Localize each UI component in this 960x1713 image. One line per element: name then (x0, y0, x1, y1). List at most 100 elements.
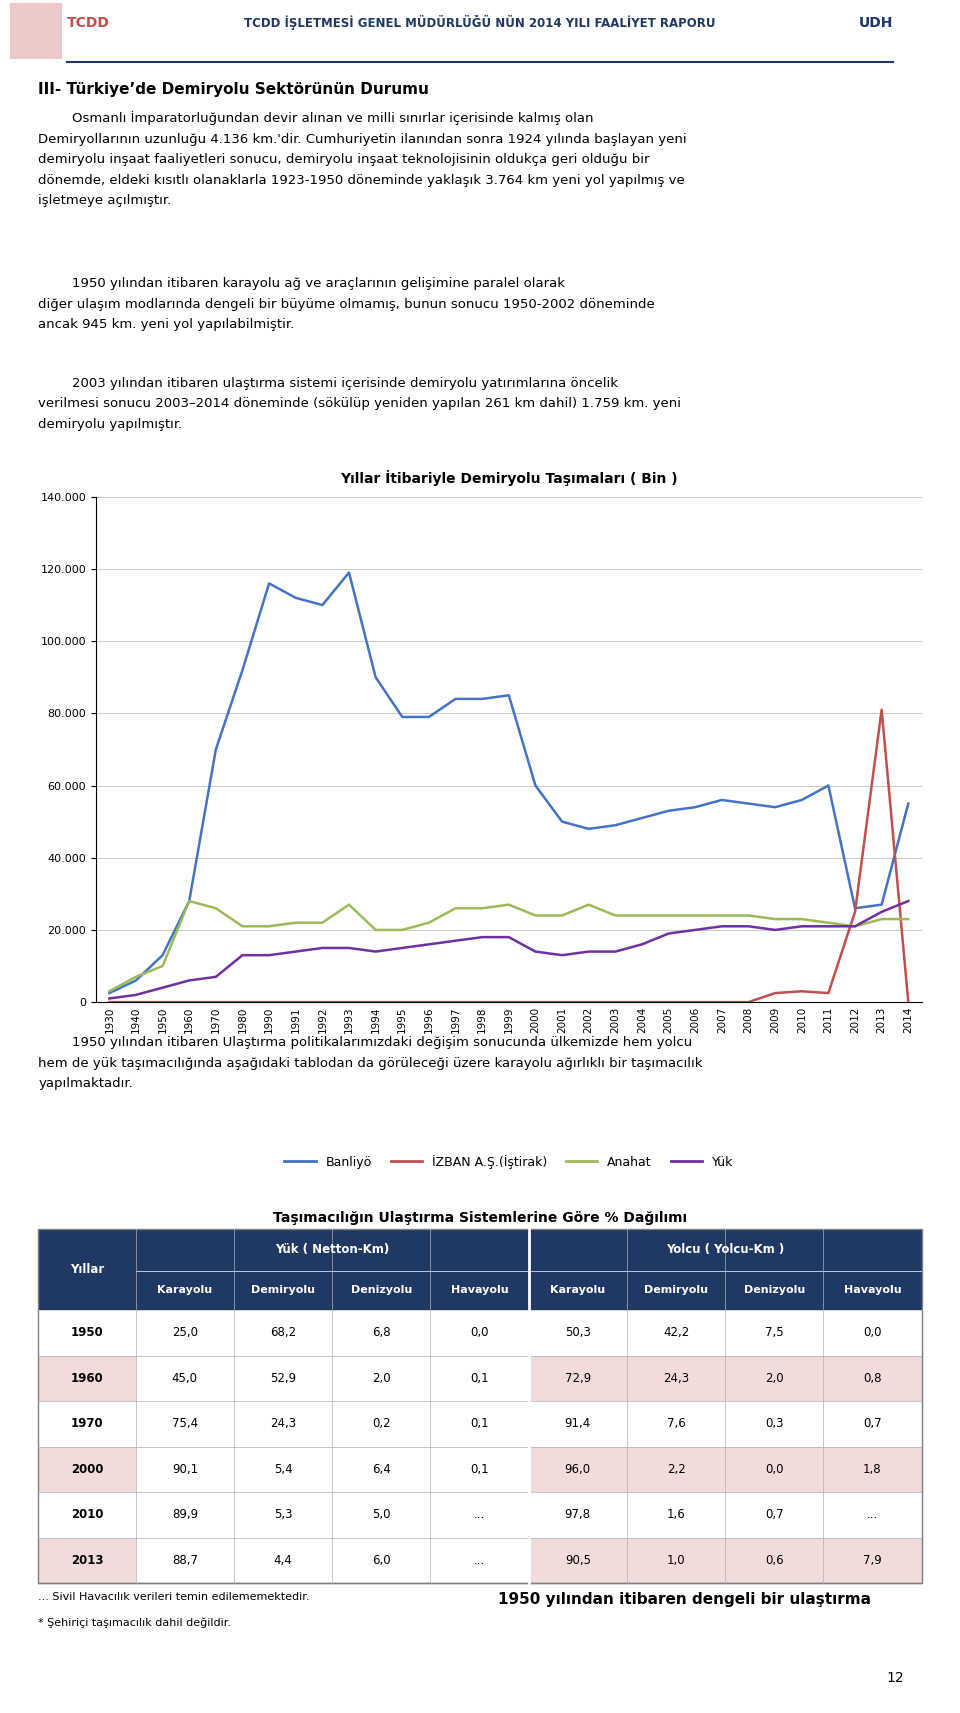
Bar (430, 1492, 529, 1538)
Text: 5,4: 5,4 (274, 1463, 293, 1477)
Text: 0,0: 0,0 (863, 1326, 881, 1340)
Bar (627, 1446, 725, 1492)
Text: 7,5: 7,5 (765, 1326, 783, 1340)
Bar (38, 1355, 135, 1401)
Bar (38, 1538, 135, 1583)
Text: 96,0: 96,0 (564, 1463, 590, 1477)
Text: 75,4: 75,4 (172, 1417, 198, 1430)
Bar (725, 1310, 824, 1355)
Text: 2,0: 2,0 (765, 1372, 783, 1384)
Text: 2010: 2010 (71, 1507, 104, 1521)
Text: Havayolu: Havayolu (844, 1285, 901, 1295)
Bar (234, 1492, 332, 1538)
Text: 52,9: 52,9 (270, 1372, 296, 1384)
Bar (332, 1446, 430, 1492)
Bar (234, 1355, 332, 1401)
Bar (135, 1401, 234, 1446)
Bar (529, 1310, 627, 1355)
Text: 88,7: 88,7 (172, 1554, 198, 1567)
Bar (430, 1271, 529, 1310)
Text: ...: ... (867, 1507, 878, 1521)
Bar (38, 1446, 135, 1492)
Text: 2,2: 2,2 (666, 1463, 685, 1477)
Text: 4,4: 4,4 (274, 1554, 293, 1567)
Bar (38, 1492, 135, 1538)
Text: Denizyolu: Denizyolu (744, 1285, 804, 1295)
Bar (725, 1538, 824, 1583)
Text: Karayolu: Karayolu (157, 1285, 212, 1295)
Text: Havayolu: Havayolu (451, 1285, 509, 1295)
Bar (38, 1310, 135, 1355)
Bar (234, 1401, 332, 1446)
Text: 1950 yılından itibaren Ulaştırma politikalarımızdaki değişim sonucunda ülkemizde: 1950 yılından itibaren Ulaştırma politik… (38, 1036, 703, 1091)
Text: 6,4: 6,4 (372, 1463, 391, 1477)
Text: Demiryolu: Demiryolu (252, 1285, 315, 1295)
Bar (627, 1310, 725, 1355)
Bar (332, 1401, 430, 1446)
Bar (627, 1401, 725, 1446)
Text: 90,5: 90,5 (564, 1554, 590, 1567)
Bar (10, 3, 62, 58)
Bar (725, 1271, 824, 1310)
Text: 0,3: 0,3 (765, 1417, 783, 1430)
Bar (824, 1538, 922, 1583)
Text: Osmanlı İmparatorluğundan devir alınan ve milli sınırlar içerisinde kalmış olan
: Osmanlı İmparatorluğundan devir alınan v… (38, 111, 687, 207)
Text: 5,0: 5,0 (372, 1507, 391, 1521)
Text: 12: 12 (886, 1670, 904, 1686)
Text: 1970: 1970 (71, 1417, 104, 1430)
Text: UDH: UDH (858, 15, 893, 29)
Text: 1950 yılından itibaren dengeli bir ulaştırma: 1950 yılından itibaren dengeli bir ulaşt… (497, 1593, 871, 1607)
Bar (430, 1310, 529, 1355)
Bar (725, 1446, 824, 1492)
Bar (627, 1492, 725, 1538)
Bar (529, 1271, 627, 1310)
Text: TCDD: TCDD (67, 15, 110, 29)
Text: 1,0: 1,0 (666, 1554, 685, 1567)
Bar (332, 1538, 430, 1583)
Bar (135, 1271, 234, 1310)
Text: III- Türkiye’de Demiryolu Sektörünün Durumu: III- Türkiye’de Demiryolu Sektörünün Dur… (38, 82, 429, 98)
Bar (529, 1230, 922, 1271)
Title: Yıllar İtibariyle Demiryolu Taşımaları ( Bin ): Yıllar İtibariyle Demiryolu Taşımaları (… (340, 469, 678, 486)
Bar (332, 1355, 430, 1401)
Text: 6,8: 6,8 (372, 1326, 391, 1340)
Bar (234, 1310, 332, 1355)
Text: 0,7: 0,7 (765, 1507, 783, 1521)
Text: 2003 yılından itibaren ulaştırma sistemi içerisinde demiryolu yatırımlarına önce: 2003 yılından itibaren ulaştırma sistemi… (38, 377, 682, 430)
Bar (135, 1538, 234, 1583)
Bar (234, 1538, 332, 1583)
Bar (430, 1401, 529, 1446)
Text: 7,9: 7,9 (863, 1554, 882, 1567)
Text: Karayolu: Karayolu (550, 1285, 606, 1295)
Text: 2013: 2013 (71, 1554, 104, 1567)
Text: 5,3: 5,3 (274, 1507, 293, 1521)
Text: 7,6: 7,6 (666, 1417, 685, 1430)
Bar (627, 1355, 725, 1401)
Bar (332, 1310, 430, 1355)
Text: 0,1: 0,1 (470, 1417, 489, 1430)
Bar (529, 1446, 627, 1492)
Bar (529, 1492, 627, 1538)
Text: 68,2: 68,2 (270, 1326, 296, 1340)
Text: Yolcu ( Yolcu-Km ): Yolcu ( Yolcu-Km ) (666, 1244, 784, 1256)
Text: 50,3: 50,3 (564, 1326, 590, 1340)
Bar (725, 1355, 824, 1401)
Text: 1,6: 1,6 (666, 1507, 685, 1521)
Text: 1950 yılından itibaren karayolu ağ ve araçlarının gelişimine paralel olarak
diğe: 1950 yılından itibaren karayolu ağ ve ar… (38, 278, 655, 331)
Text: Denizyolu: Denizyolu (350, 1285, 412, 1295)
Bar (725, 1401, 824, 1446)
Bar (824, 1271, 922, 1310)
Text: 1960: 1960 (71, 1372, 104, 1384)
Text: 0,7: 0,7 (863, 1417, 882, 1430)
Text: 90,1: 90,1 (172, 1463, 198, 1477)
Bar (38, 1230, 922, 1583)
Bar (135, 1492, 234, 1538)
Text: 0,6: 0,6 (765, 1554, 783, 1567)
Bar (824, 1446, 922, 1492)
Text: 42,2: 42,2 (663, 1326, 689, 1340)
Bar (725, 1492, 824, 1538)
Text: 0,1: 0,1 (470, 1372, 489, 1384)
Text: 45,0: 45,0 (172, 1372, 198, 1384)
Bar (135, 1355, 234, 1401)
Bar (824, 1355, 922, 1401)
